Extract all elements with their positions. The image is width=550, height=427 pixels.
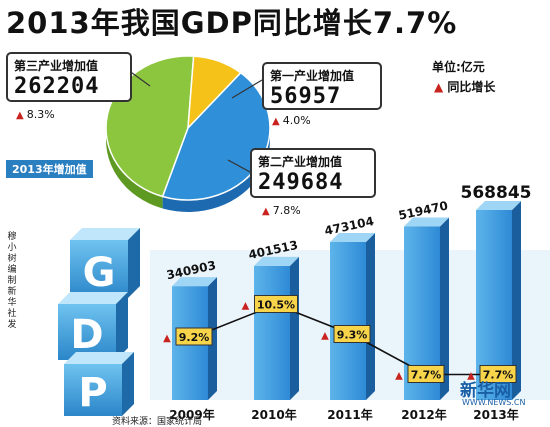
watermark-url: WWW.NEWS.CN [462, 398, 526, 407]
unit-label: 单位:亿元 [432, 60, 485, 74]
bar-1 [254, 265, 290, 400]
growth-point-box [175, 327, 213, 346]
primary-callout: 第一产业增加值 56957 [262, 62, 382, 110]
growth-point-label: 7.7% [483, 369, 514, 382]
secondary-value: 249684 [258, 170, 344, 195]
x-tick-label: 2012年 [401, 407, 446, 422]
primary-growth-value: 4.0% [282, 114, 311, 127]
bar-side-3 [440, 217, 449, 400]
up-triangle-icon: ▲ [272, 116, 280, 127]
bar-top-4 [476, 201, 521, 210]
growth-point-label: 9.2% [179, 331, 210, 344]
up-triangle-icon: ▲ [434, 80, 444, 94]
x-tick-label: 2010年 [251, 407, 296, 422]
up-triangle-icon: ▲ [163, 333, 171, 344]
x-tick-label: 2013年 [473, 407, 518, 422]
up-triangle-icon: ▲ [262, 206, 270, 217]
watermark: 新华网 [460, 381, 511, 401]
bar-side-4 [512, 201, 521, 400]
cube-letter-d: D [70, 312, 103, 358]
bar-value-label: 568845 [461, 183, 532, 203]
credit-text: 穆小树编制 新华社发 [7, 232, 17, 330]
callout-leader-line [227, 159, 251, 173]
bar-2 [330, 241, 366, 400]
tertiary-growth: ▲ 8.3% [16, 108, 55, 121]
growth-point-box [333, 325, 371, 343]
tertiary-label: 第三产业增加值 [14, 59, 99, 73]
source-text: 资料来源：国家统计局 [112, 417, 203, 427]
growth-point-box [407, 365, 445, 383]
growth-legend: ▲ 同比增长 [434, 78, 495, 95]
cube-letter-g: G [83, 250, 116, 296]
tertiary-value: 262204 [14, 74, 100, 99]
pie-caption: 2013年增加值 [6, 160, 93, 178]
growth-point-label: 9.3% [337, 329, 368, 342]
up-triangle-icon: ▲ [395, 371, 403, 382]
tertiary-growth-value: 8.3% [26, 108, 55, 121]
primary-value: 56957 [270, 84, 342, 109]
bar-top-0 [172, 277, 217, 287]
primary-growth: ▲ 4.0% [272, 114, 311, 127]
growth-legend-label: 同比增长 [447, 80, 496, 94]
x-tick-label: 2011年 [327, 407, 372, 422]
growth-point-box [479, 365, 517, 383]
secondary-growth-value: 7.8% [272, 204, 301, 217]
x-tick-label: 2009年 [169, 407, 214, 422]
primary-label: 第一产业增加值 [270, 69, 355, 83]
bar-top-3 [404, 217, 449, 227]
cube-letter-p: P [78, 370, 107, 416]
secondary-growth: ▲ 7.8% [262, 204, 301, 217]
up-triangle-icon: ▲ [321, 331, 329, 342]
bar-top-2 [330, 232, 375, 242]
up-triangle-icon: ▲ [16, 110, 24, 121]
bar-top-1 [254, 256, 299, 266]
tertiary-callout: 第三产业增加值 262204 [6, 52, 132, 102]
up-triangle-icon: ▲ [467, 371, 475, 382]
growth-point-label: 7.7% [411, 369, 442, 382]
callout-leader-line [231, 79, 263, 99]
growth-point-label: 10.5% [257, 299, 295, 312]
bar-side-1 [290, 256, 299, 400]
bar-side-2 [366, 232, 375, 400]
secondary-label: 第二产业增加值 [258, 155, 343, 169]
up-triangle-icon: ▲ [242, 301, 250, 312]
growth-point-box [254, 295, 298, 313]
secondary-callout: 第二产业增加值 249684 [250, 148, 376, 198]
page-title: 2013年我国GDP同比增长7.7% [6, 6, 458, 40]
